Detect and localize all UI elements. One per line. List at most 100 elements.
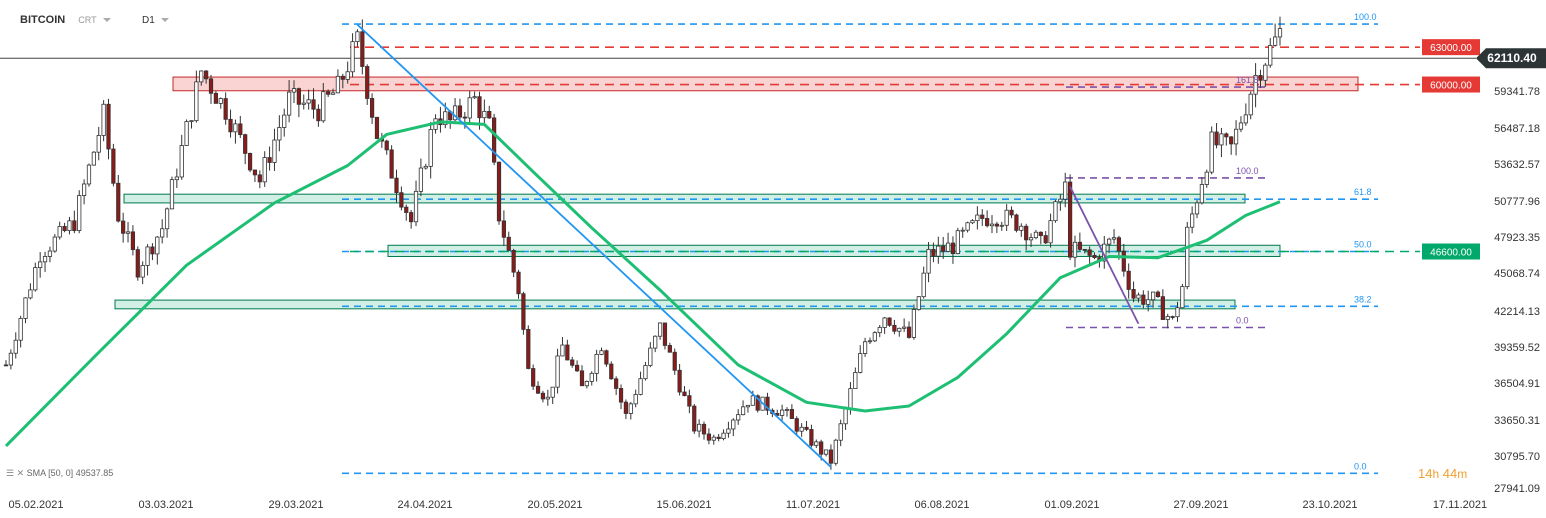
candle xyxy=(1048,213,1053,248)
candle-body xyxy=(540,392,546,400)
candle-body xyxy=(301,102,306,105)
candle-body xyxy=(340,75,345,80)
candle xyxy=(77,190,82,234)
level-tag: 46600.00 xyxy=(1422,243,1480,260)
candle xyxy=(106,98,111,160)
candle xyxy=(18,315,23,348)
candle xyxy=(389,145,394,179)
source-label: CRT xyxy=(78,15,97,25)
candle xyxy=(926,242,931,283)
candle xyxy=(614,376,619,395)
candle-body xyxy=(169,179,175,210)
candle xyxy=(882,316,887,334)
candle xyxy=(243,133,248,165)
candle-body xyxy=(1111,237,1117,240)
candle xyxy=(160,219,165,244)
candle xyxy=(335,69,341,94)
candle xyxy=(711,434,716,445)
candle xyxy=(736,409,741,425)
candle xyxy=(1229,136,1234,155)
candle xyxy=(1038,231,1043,245)
candle-body xyxy=(531,368,536,387)
candle xyxy=(1219,127,1224,158)
current-price-value: 62110.40 xyxy=(1487,51,1537,65)
candle-countdown: 14h 44m xyxy=(1418,466,1467,481)
candle-body xyxy=(189,120,194,123)
candle xyxy=(384,139,389,155)
indicator-legend[interactable]: ☰ ✕ SMA [50, 0] 49537.85 xyxy=(6,468,113,479)
candle xyxy=(980,209,985,226)
candle xyxy=(858,345,863,374)
candle-body xyxy=(350,41,355,73)
candle xyxy=(1033,229,1039,240)
candle-body xyxy=(740,406,746,416)
candle-body xyxy=(228,118,233,133)
candle-body xyxy=(970,220,975,224)
candle xyxy=(945,232,951,252)
candle xyxy=(794,416,799,435)
candle-body xyxy=(208,78,214,94)
candle-body xyxy=(330,92,336,95)
candle xyxy=(116,175,121,223)
close-icon[interactable]: ✕ xyxy=(16,468,25,478)
candle-body xyxy=(81,183,87,196)
date-tick: 06.08.2021 xyxy=(914,499,969,511)
candle-body xyxy=(423,165,428,169)
candle xyxy=(1277,16,1283,46)
candle-body xyxy=(311,99,316,110)
candle-body xyxy=(1150,291,1156,301)
candle-body xyxy=(501,220,506,238)
level-tag-label: 60000.00 xyxy=(1430,81,1472,92)
candle-body xyxy=(931,249,936,257)
candle-body xyxy=(745,404,751,408)
candle-body xyxy=(570,359,575,366)
candle-body xyxy=(614,378,619,389)
candle xyxy=(1082,249,1087,254)
candle xyxy=(247,152,253,173)
candle xyxy=(399,186,404,211)
candle-body xyxy=(882,317,887,328)
candle-body xyxy=(1268,44,1273,66)
candle-body xyxy=(892,324,897,332)
candle-body xyxy=(604,350,609,365)
candle xyxy=(755,394,760,413)
candle-body xyxy=(28,289,33,299)
indicator-value: 49537.85 xyxy=(75,468,114,478)
candle-body xyxy=(238,123,243,136)
candle xyxy=(194,70,199,123)
candle xyxy=(340,73,345,89)
candle xyxy=(1024,223,1029,251)
candle xyxy=(999,221,1004,231)
candle xyxy=(1058,194,1063,211)
candle xyxy=(326,89,331,97)
candle-body xyxy=(42,256,48,263)
symbol-selector[interactable]: BITCOIN CRT xyxy=(20,14,111,26)
candle-body xyxy=(1233,128,1239,145)
candle xyxy=(809,424,814,448)
candle-body xyxy=(526,329,531,369)
candle xyxy=(8,349,13,370)
candle-body xyxy=(916,296,921,310)
candle xyxy=(1268,38,1273,68)
candle-body xyxy=(980,214,985,219)
candle xyxy=(164,207,170,238)
candle xyxy=(1160,289,1165,320)
labels-layer: 100.0 61.8 50.0 38.2 0.0 161.8 100.0 0.0 xyxy=(1236,12,1377,471)
candle-body xyxy=(365,66,370,99)
price-tick: 53632.57 xyxy=(1494,159,1540,171)
timeframe-selector[interactable]: D1 xyxy=(142,14,169,26)
candle-body xyxy=(1082,249,1087,251)
date-tick: 17.11.2021 xyxy=(1433,499,1487,511)
candle xyxy=(1209,126,1214,175)
candle-body xyxy=(96,135,101,153)
candle-body xyxy=(1043,235,1048,244)
eye-icon[interactable]: ☰ xyxy=(6,468,15,478)
candle xyxy=(672,348,677,375)
candle xyxy=(609,361,614,380)
candle-body xyxy=(1116,237,1122,252)
candle-body xyxy=(1048,220,1053,244)
candle xyxy=(828,444,834,470)
candle-body xyxy=(1248,93,1253,116)
candle-body xyxy=(1004,209,1009,226)
